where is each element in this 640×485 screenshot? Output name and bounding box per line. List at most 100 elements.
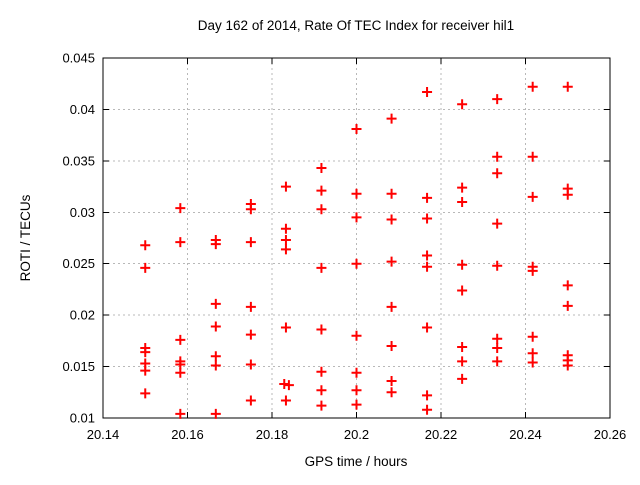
data-point-marker xyxy=(562,300,573,311)
data-point-marker xyxy=(245,329,256,340)
data-point-marker xyxy=(422,192,433,203)
y-tick-label: 0.035 xyxy=(62,153,95,168)
data-point-marker xyxy=(351,188,362,199)
data-point-marker xyxy=(210,321,221,332)
data-point-marker xyxy=(140,347,151,358)
x-tick-label: 20.18 xyxy=(256,427,289,442)
data-point-marker xyxy=(175,408,186,419)
x-tick-label: 20.22 xyxy=(425,427,458,442)
data-point-marker xyxy=(351,258,362,269)
y-tick-label: 0.02 xyxy=(70,308,95,323)
data-point-marker xyxy=(316,262,327,273)
data-point-marker xyxy=(386,301,397,312)
x-tick-label: 20.14 xyxy=(87,427,120,442)
data-point-marker xyxy=(245,395,256,406)
data-point-marker xyxy=(492,94,503,105)
data-point-marker xyxy=(175,203,186,214)
data-point-marker xyxy=(386,387,397,398)
y-tick-label: 0.015 xyxy=(62,359,95,374)
data-point-marker xyxy=(527,191,538,202)
y-tick-label: 0.04 xyxy=(70,102,95,117)
data-point-marker xyxy=(210,360,221,371)
data-point-marker xyxy=(492,260,503,271)
chart-title: Day 162 of 2014, Rate Of TEC Index for r… xyxy=(198,18,514,33)
data-point-marker xyxy=(422,322,433,333)
data-point-marker xyxy=(245,359,256,370)
data-point-marker xyxy=(175,367,186,378)
data-point-marker xyxy=(422,390,433,401)
data-point-marker xyxy=(351,123,362,134)
data-points xyxy=(140,81,573,419)
data-point-marker xyxy=(492,333,503,344)
data-point-marker xyxy=(562,81,573,92)
data-point-marker xyxy=(386,113,397,124)
data-point-marker xyxy=(351,212,362,223)
plot-border xyxy=(102,57,611,419)
data-point-marker xyxy=(457,285,468,296)
data-point-marker xyxy=(422,250,433,261)
data-point-marker xyxy=(457,259,468,270)
data-point-marker xyxy=(457,182,468,193)
x-tick-label: 20.16 xyxy=(171,427,204,442)
data-point-marker xyxy=(316,385,327,396)
data-point-marker xyxy=(280,223,291,234)
data-point-marker xyxy=(527,348,538,359)
y-tick-label: 0.025 xyxy=(62,256,95,271)
data-point-marker xyxy=(140,262,151,273)
tick-labels: 20.14 20.16 20.18 20.2 20.22 20.24 20.26 0.01 0.… xyxy=(62,51,626,443)
data-point-marker xyxy=(386,188,397,199)
data-point-marker xyxy=(210,239,221,250)
data-point-marker xyxy=(457,197,468,207)
data-point-marker xyxy=(422,404,433,415)
data-point-marker xyxy=(280,235,291,246)
x-axis-label: GPS time / hours xyxy=(305,454,408,469)
data-point-marker xyxy=(351,385,362,396)
data-point-marker xyxy=(175,334,186,345)
data-point-marker xyxy=(386,341,397,351)
data-point-marker xyxy=(140,365,151,376)
y-tick-label: 0.01 xyxy=(70,411,95,426)
data-point-marker xyxy=(210,351,221,362)
data-point-marker xyxy=(140,388,151,399)
data-point-marker xyxy=(175,237,186,248)
data-point-marker xyxy=(280,322,291,333)
data-point-marker xyxy=(422,261,433,272)
data-point-marker xyxy=(316,324,327,335)
y-tick-label: 0.03 xyxy=(70,205,95,220)
data-point-marker xyxy=(316,185,327,196)
data-point-marker xyxy=(562,189,573,200)
data-point-marker xyxy=(527,81,538,92)
data-point-marker xyxy=(140,240,151,251)
data-point-marker xyxy=(457,356,468,367)
data-point-marker xyxy=(527,357,538,368)
data-point-marker xyxy=(351,367,362,378)
data-point-marker xyxy=(527,151,538,162)
data-point-marker xyxy=(527,331,538,342)
data-point-marker xyxy=(422,213,433,224)
data-point-marker xyxy=(210,298,221,309)
data-point-marker xyxy=(280,181,291,192)
data-point-marker xyxy=(280,395,291,406)
y-tick-label: 0.045 xyxy=(62,51,95,66)
data-point-marker xyxy=(351,399,362,410)
data-point-marker xyxy=(492,168,503,179)
data-point-marker xyxy=(316,204,327,215)
data-point-marker xyxy=(245,301,256,312)
data-point-marker xyxy=(245,204,256,215)
data-point-marker xyxy=(492,218,503,229)
data-point-marker xyxy=(386,214,397,225)
x-tick-label: 20.24 xyxy=(509,427,542,442)
data-point-marker xyxy=(422,86,433,97)
data-point-marker xyxy=(283,380,294,391)
y-axis-label: ROTI / TECUs xyxy=(18,194,33,281)
x-tick-label: 20.26 xyxy=(594,427,627,442)
data-point-marker xyxy=(316,163,327,174)
data-point-marker xyxy=(351,330,362,341)
data-point-marker xyxy=(527,265,538,276)
data-point-marker xyxy=(562,360,573,371)
grid-lines xyxy=(103,58,610,418)
x-tick-label: 20.2 xyxy=(344,427,369,442)
data-point-marker xyxy=(386,256,397,267)
